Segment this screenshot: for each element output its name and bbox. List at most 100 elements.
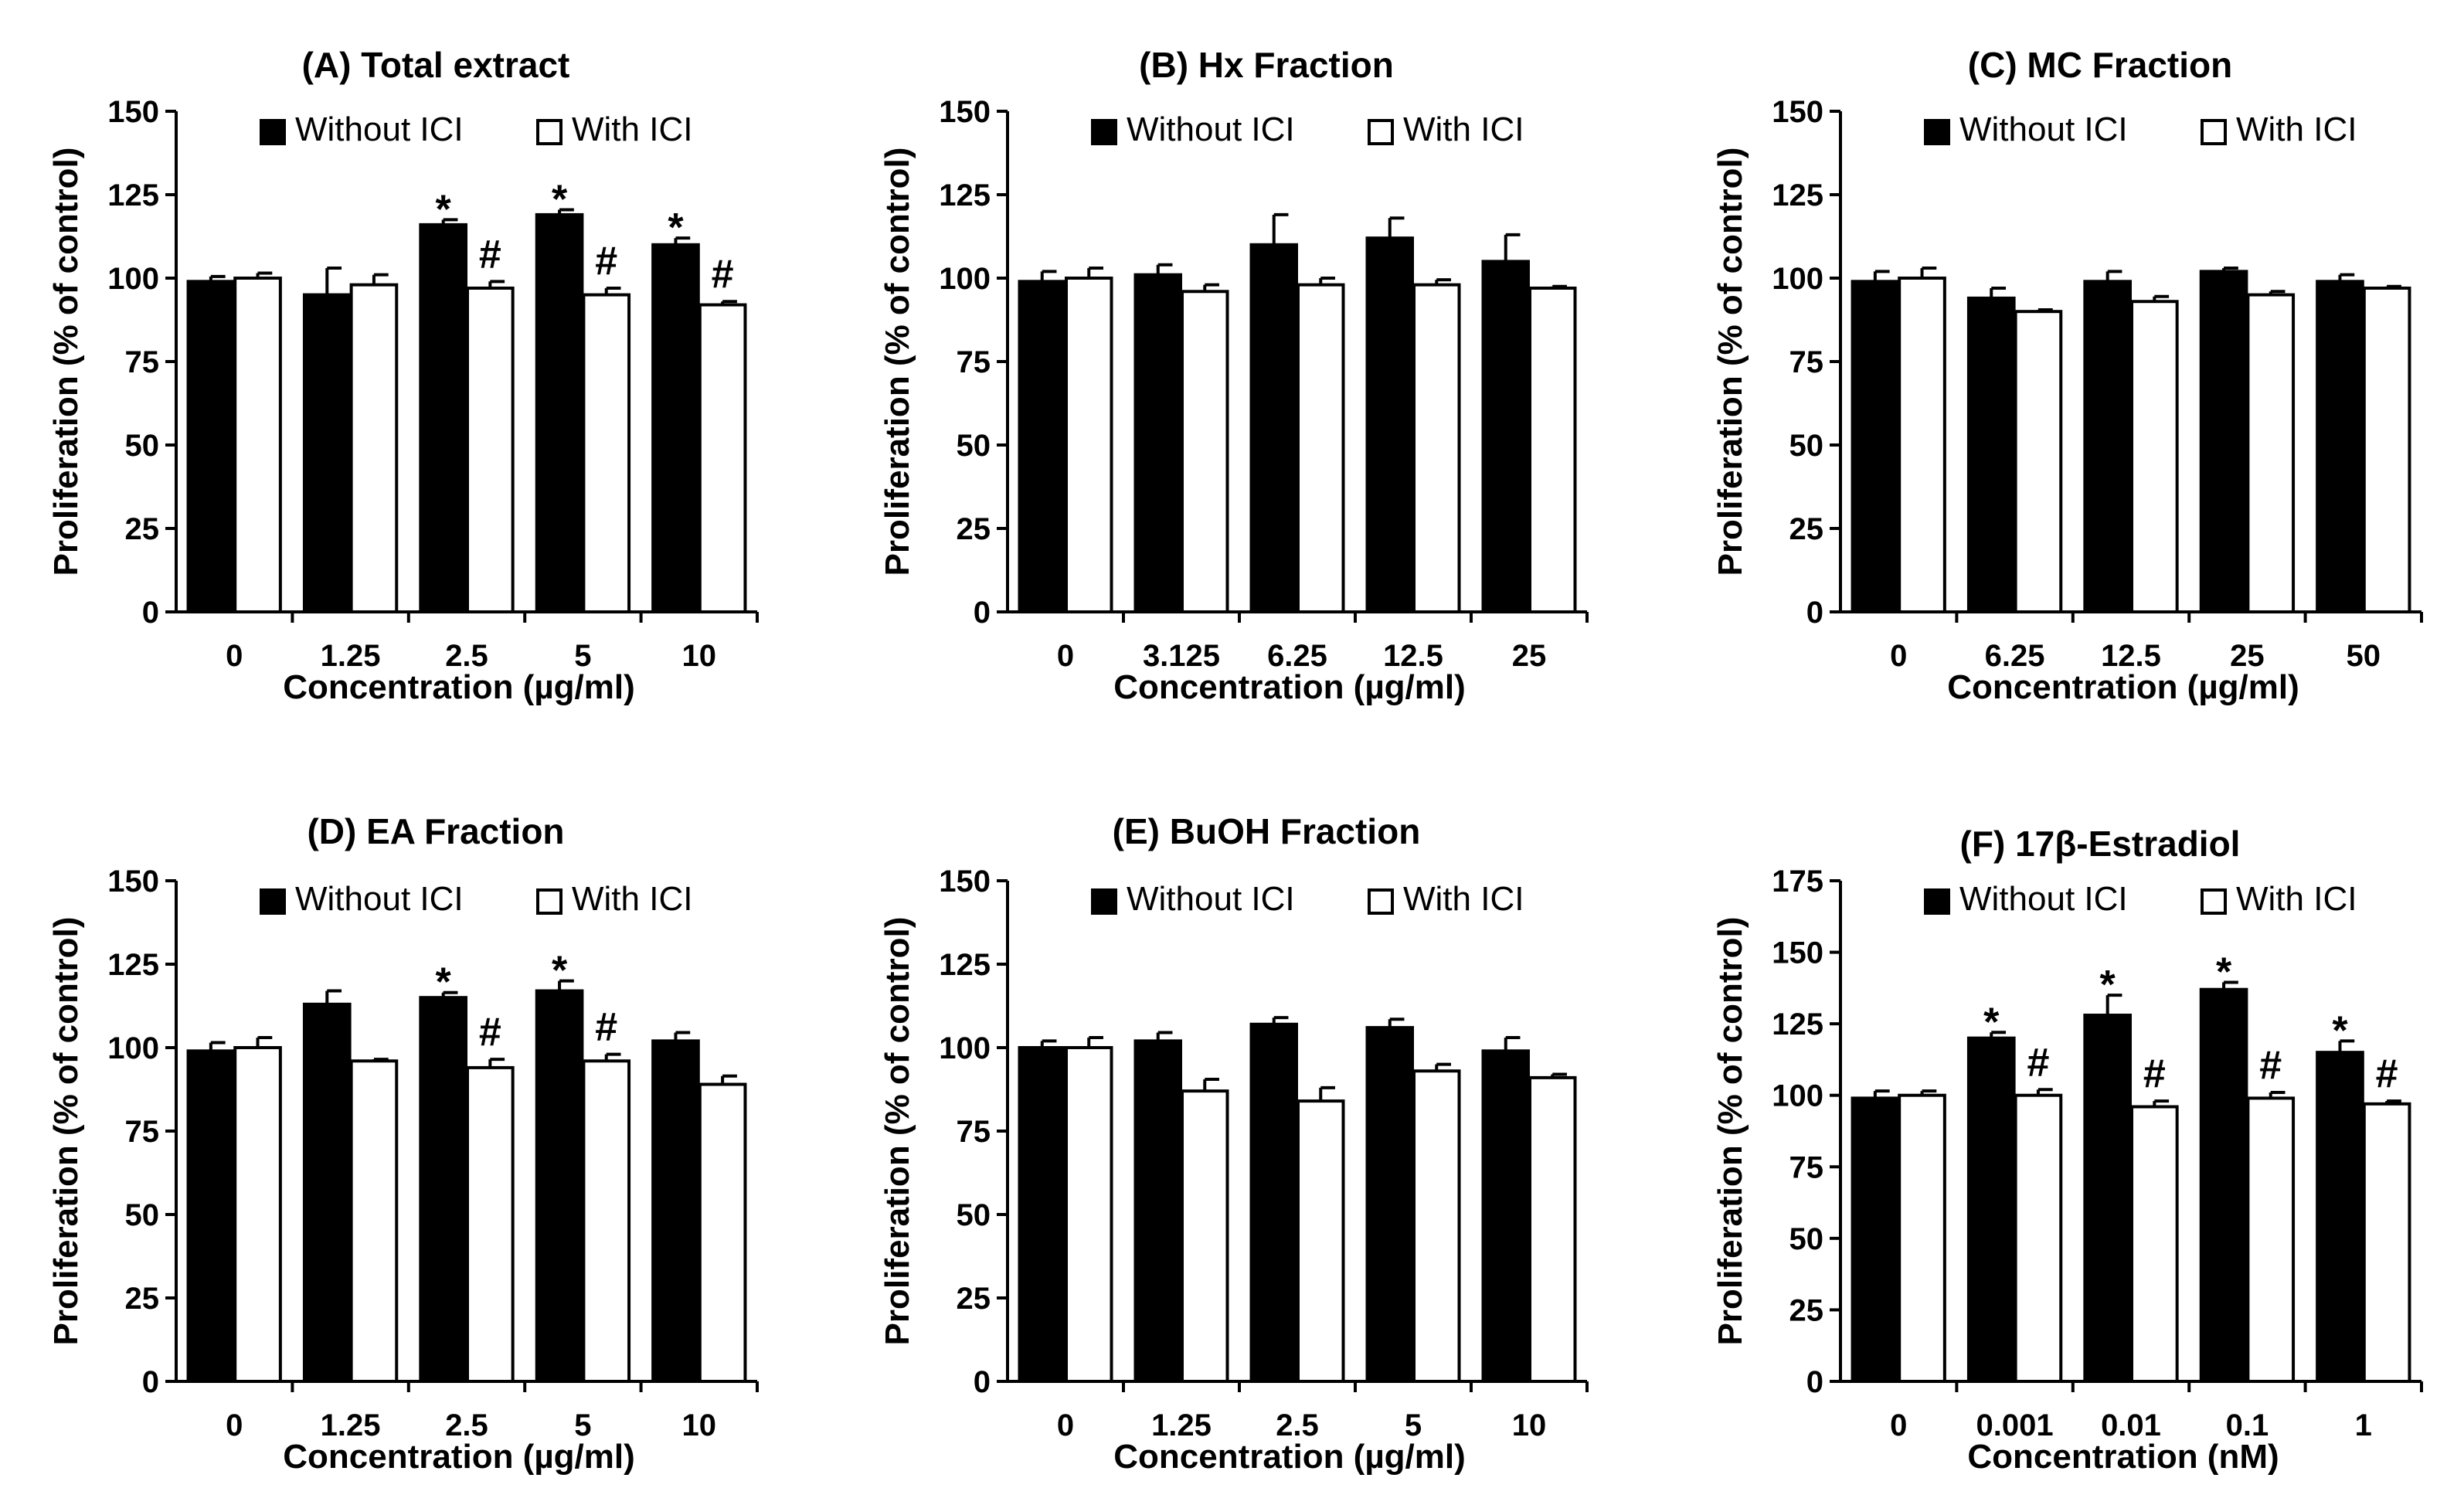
chart-title: (D) EA Fraction — [307, 811, 564, 851]
x-tick-label: 5 — [1405, 1408, 1422, 1442]
bar-with-ici — [1412, 283, 1461, 613]
bar-with-ici — [1898, 1093, 1946, 1383]
bar-with-ici — [2362, 1102, 2411, 1384]
significance-star: * — [668, 206, 684, 250]
x-tick-label: 12.5 — [1383, 639, 1443, 673]
bar-without-ici — [1018, 1046, 1066, 1383]
y-tick-label: 0 — [1806, 1365, 1823, 1399]
y-tick-label: 25 — [125, 1282, 160, 1316]
x-tick-label: 5 — [574, 639, 591, 673]
x-tick-label: 1.25 — [321, 639, 381, 673]
x-tick-label: 10 — [1512, 1408, 1547, 1442]
bar-without-ici — [1966, 296, 2016, 613]
bar-without-ici — [186, 1049, 236, 1383]
legend-swatch-without-ici — [260, 119, 286, 145]
legend-label-with-ici: With ICI — [2236, 880, 2357, 918]
bar-with-ici — [1181, 290, 1229, 613]
significance-star: * — [552, 949, 568, 994]
significance-hash: # — [2259, 1043, 2282, 1088]
significance-star: * — [436, 187, 452, 232]
bar-without-ici — [2316, 1051, 2364, 1383]
x-tick-label: 0 — [226, 1408, 243, 1442]
y-axis-label: Proliferation (% of control) — [47, 917, 85, 1346]
chart-title: (A) Total extract — [302, 45, 570, 85]
y-tick-label: 75 — [125, 1115, 160, 1149]
chart-title: (B) Hx Fraction — [1139, 45, 1394, 85]
legend-swatch-without-ici — [1924, 119, 1950, 145]
bar-without-ici — [1133, 1039, 1182, 1383]
y-tick-label: 150 — [1772, 936, 1823, 970]
bar-without-ici — [1133, 273, 1182, 613]
significance-hash: # — [595, 239, 617, 284]
bar-without-ici — [2199, 270, 2248, 613]
x-tick-label: 0.1 — [2226, 1408, 2269, 1442]
y-tick-label: 150 — [1772, 95, 1823, 129]
x-tick-label: 2.5 — [445, 1408, 488, 1442]
x-tick-label: 12.5 — [2101, 639, 2161, 673]
y-tick-label: 100 — [939, 1031, 991, 1065]
y-tick-label: 25 — [1789, 1293, 1824, 1327]
significance-star: * — [436, 960, 452, 1005]
y-tick-label: 75 — [957, 1115, 991, 1149]
chart-panel-2: (B) Hx Fraction 0 25 50 75 100 125 150 Prolifera… — [879, 45, 1589, 706]
significance-hash: # — [595, 1005, 617, 1050]
bar-without-ici — [1249, 1022, 1298, 1383]
y-tick-label: 50 — [125, 1198, 160, 1232]
bar-without-ici — [2083, 1014, 2132, 1384]
bar-without-ici — [1481, 1049, 1530, 1383]
bar-with-ici — [1065, 277, 1113, 613]
bar-without-ici — [186, 280, 236, 613]
bar-with-ici — [466, 1065, 515, 1384]
chart-panel-3: (C) MC Fraction 0 25 50 75 100 125 150 Prolifera… — [1711, 45, 2423, 706]
bar-without-ici — [2083, 280, 2132, 613]
x-tick-label: 0 — [1890, 639, 1907, 673]
legend-label-without-ici: Without ICI — [1127, 110, 1295, 148]
y-axis-label: Proliferation (% of control) — [1711, 148, 1749, 576]
legend-swatch-without-ici — [1091, 119, 1117, 145]
significance-hash: # — [712, 252, 734, 297]
bar-with-ici — [2014, 1093, 2063, 1383]
bar-without-ici — [1851, 280, 1900, 613]
y-axis-label: Proliferation (% of control) — [47, 148, 85, 576]
legend-label-without-ici: Without ICI — [1127, 880, 1295, 918]
y-tick-label: 50 — [125, 429, 160, 463]
x-tick-label: 2.5 — [445, 639, 488, 673]
y-tick-label: 75 — [1789, 1150, 1824, 1184]
x-tick-label: 2.5 — [1276, 1408, 1319, 1442]
bar-with-ici — [233, 1046, 282, 1383]
x-axis-label: Concentration (µg/ml) — [1113, 668, 1466, 706]
bar-with-ici — [1297, 1099, 1345, 1383]
y-tick-label: 100 — [107, 262, 159, 296]
legend-swatch-without-ici — [1924, 888, 1950, 915]
y-tick-label: 125 — [107, 948, 159, 982]
y-tick-label: 50 — [1789, 429, 1824, 463]
legend-swatch-without-ici — [260, 888, 286, 915]
bar-with-ici — [1065, 1046, 1113, 1383]
x-tick-label: 0.01 — [2101, 1408, 2161, 1442]
y-tick-label: 0 — [974, 596, 991, 630]
y-tick-label: 75 — [957, 345, 991, 379]
x-tick-label: 0 — [1057, 639, 1074, 673]
y-axis-label: Proliferation (% of control) — [1711, 917, 1749, 1346]
x-tick-label: 1.25 — [321, 1408, 381, 1442]
significance-hash: # — [479, 232, 501, 277]
x-tick-label: 5 — [574, 1408, 591, 1442]
bar-with-ici — [2130, 300, 2179, 613]
bar-with-ici — [233, 277, 282, 613]
legend-label-with-ici: With ICI — [1403, 880, 1524, 918]
x-tick-label: 25 — [1512, 639, 1547, 673]
y-tick-label: 175 — [1772, 865, 1823, 899]
x-tick-label: 0 — [1890, 1408, 1907, 1442]
y-tick-label: 25 — [125, 512, 160, 546]
x-tick-label: 10 — [682, 639, 717, 673]
bar-without-ici — [1851, 1096, 1900, 1383]
legend-swatch-with-ici — [536, 888, 562, 915]
significance-hash: # — [2376, 1051, 2398, 1096]
chart-panel-4: (D) EA Fraction0255075100125150Prolifera… — [47, 811, 759, 1476]
bar-without-ici — [1249, 243, 1298, 613]
bar-with-ici — [2014, 310, 2063, 613]
x-tick-label: 25 — [2230, 639, 2265, 673]
x-axis-label: Concentration (nM) — [1967, 1438, 2279, 1476]
y-tick-label: 25 — [957, 1282, 991, 1316]
bar-with-ici — [698, 303, 747, 613]
